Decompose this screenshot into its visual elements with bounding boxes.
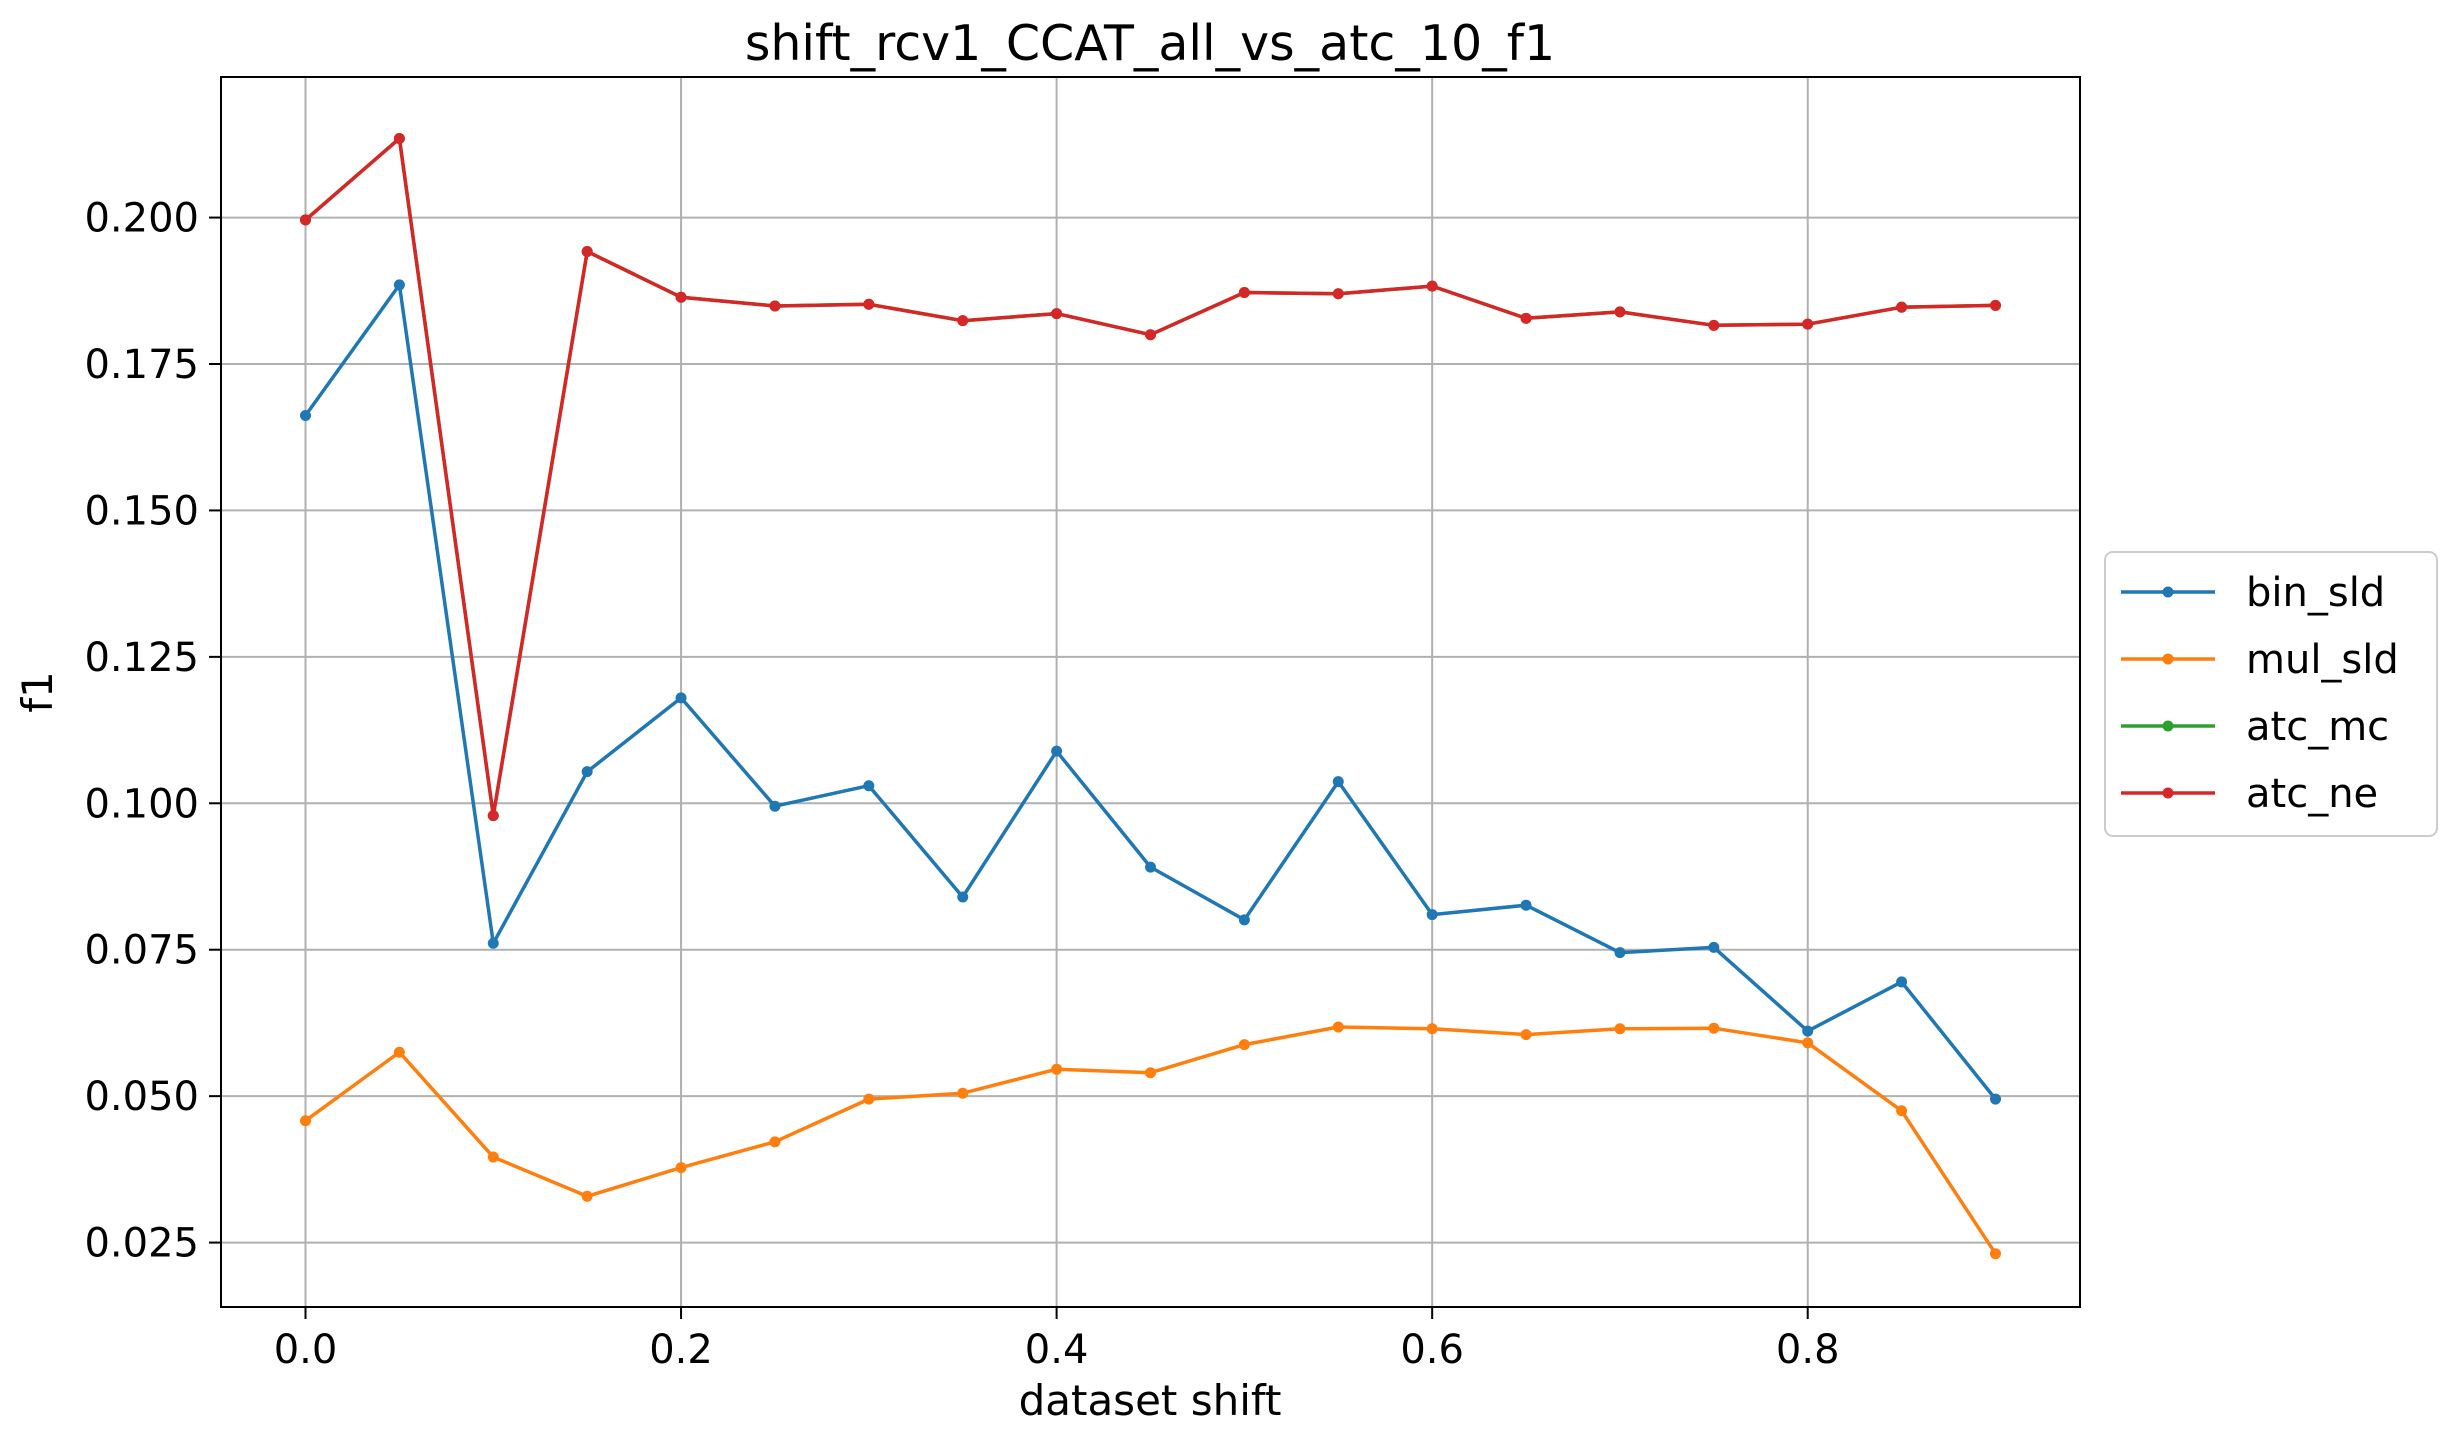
data-point-bin_sld [675,692,687,704]
series-line-atc_ne [304,136,1996,818]
data-point-bin_sld [581,766,593,778]
data-point-bin_sld [1332,776,1344,788]
legend-marker-mul_sld [2162,653,2174,665]
data-point-mul_sld [1614,1023,1626,1035]
legend-label-atc_mc: atc_mc [2246,704,2389,750]
data-point-bin_sld [1520,899,1532,911]
data-point-bin_sld [487,937,499,949]
series-layer [300,133,2001,1260]
data-point-mul_sld [1426,1023,1438,1035]
data-point-mul_sld [675,1162,687,1174]
data-point-bin_sld [1051,745,1063,757]
data-point-mul_sld [1332,1021,1344,1033]
data-point-atc_ne [769,300,781,312]
x-tick-label: 0.6 [1400,1327,1464,1373]
data-point-mul_sld [769,1136,781,1148]
y-tick-label: 0.075 [84,928,199,974]
data-point-bin_sld [1990,1093,2001,1105]
legend-label-bin_sld: bin_sld [2246,570,2385,616]
data-point-atc_ne [957,315,969,327]
data-point-bin_sld [957,891,969,903]
data-point-atc_ne [1426,280,1438,292]
data-point-mul_sld [1520,1029,1532,1041]
x-tick-label: 0.0 [274,1327,338,1373]
data-point-mul_sld [1238,1039,1250,1051]
data-point-bin_sld [1426,909,1438,921]
data-point-bin_sld [300,410,311,422]
data-point-atc_ne [581,246,593,258]
data-point-atc_ne [300,214,311,226]
data-point-mul_sld [1990,1248,2001,1260]
data-point-mul_sld [581,1190,593,1202]
y-axis-label: f1 [13,671,62,713]
plot-frame [220,76,2081,1308]
x-axis-ticks: 0.0 0.2 0.4 0.6 0.8 [274,1307,1840,1373]
data-point-bin_sld [1614,947,1626,959]
data-point-atc_ne [675,291,687,303]
legend-label-mul_sld: mul_sld [2246,637,2399,683]
y-axis-ticks: 0.025 0.050 0.075 0.100 0.125 0.150 0.175 0.200 [84,196,221,1267]
y-tick-label: 0.200 [84,196,199,242]
y-tick-label: 0.100 [84,781,199,827]
x-tick-label: 0.8 [1776,1327,1840,1373]
series-line-mul_sld [304,1025,1997,1255]
data-point-atc_ne [1238,287,1250,299]
data-point-mul_sld [863,1093,875,1105]
data-point-atc_ne [863,298,875,310]
data-point-atc_ne [1990,299,2001,311]
data-point-atc_ne [1802,318,1814,330]
legend-marker-bin_sld [2162,586,2174,598]
legend-box [2104,551,2438,837]
legend-marker-atc_mc [2162,720,2174,732]
data-point-bin_sld [1802,1025,1814,1037]
legend: bin_sld mul_sld atc_mc atc_ne [2104,551,2438,837]
data-point-bin_sld [863,780,875,792]
grid [221,77,2080,1307]
data-point-mul_sld [1802,1037,1814,1049]
data-point-bin_sld [769,800,781,812]
data-point-atc_ne [1145,329,1156,341]
data-point-atc_ne [393,133,405,144]
x-tick-label: 0.2 [649,1327,713,1373]
y-tick-label: 0.025 [84,1221,199,1267]
x-axis-label: dataset shift [1019,1376,1282,1425]
data-point-mul_sld [957,1087,969,1099]
data-point-mul_sld [1708,1022,1720,1034]
y-tick-label: 0.125 [84,635,199,681]
series-line-bin_sld [304,283,1997,1101]
data-point-bin_sld [1238,914,1250,926]
data-point-atc_ne [1332,288,1344,300]
legend-label-atc_ne: atc_ne [2246,771,2378,817]
data-point-mul_sld [1145,1067,1156,1079]
data-point-bin_sld [1145,861,1156,873]
data-point-mul_sld [1896,1105,1908,1117]
data-point-bin_sld [1896,976,1908,988]
data-point-mul_sld [393,1046,405,1058]
data-point-atc_ne [1520,312,1532,324]
y-tick-label: 0.150 [84,488,199,534]
data-point-atc_ne [1896,301,1908,313]
legend-marker-atc_ne [2162,787,2174,799]
data-point-atc_ne [1708,319,1720,331]
y-tick-label: 0.050 [84,1074,199,1120]
data-point-mul_sld [300,1115,311,1127]
series-line-atc_mc [304,136,1996,818]
data-point-mul_sld [1051,1063,1063,1075]
data-point-atc_ne [1051,308,1063,320]
chart-title: shift_rcv1_CCAT_all_vs_atc_10_f1 [745,15,1555,72]
data-point-bin_sld [1708,941,1720,953]
data-point-atc_ne [487,810,499,822]
data-point-mul_sld [487,1151,499,1163]
x-tick-label: 0.4 [1025,1327,1089,1373]
data-point-atc_ne [1614,306,1626,318]
y-tick-label: 0.175 [84,342,199,388]
data-point-bin_sld [393,279,405,291]
